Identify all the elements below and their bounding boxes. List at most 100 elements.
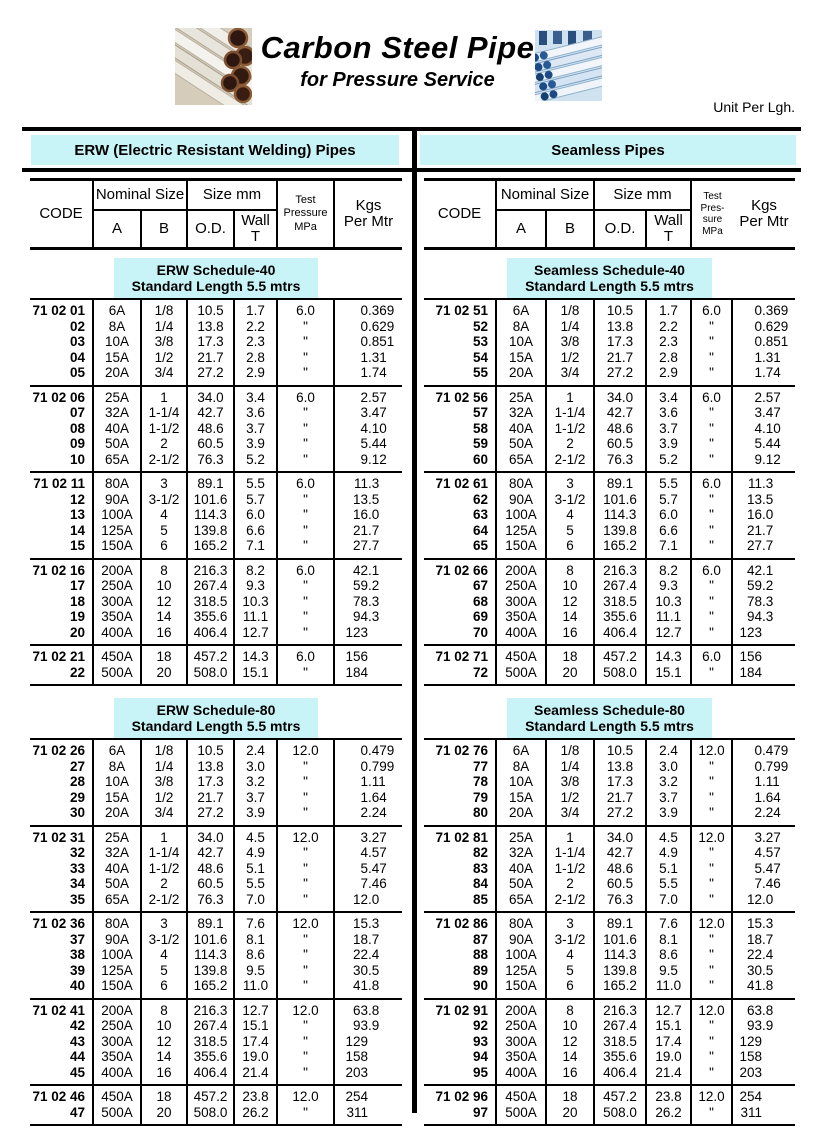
cell-od: 318.5 — [603, 593, 637, 609]
column-code: 71 02 56 57 58 59 60 — [424, 386, 497, 471]
kgs-int: 156 — [345, 649, 368, 664]
kgs-int: 123 — [345, 624, 368, 640]
cell-nominal-b: 4 — [160, 507, 168, 522]
kgs-frac: .7 — [368, 522, 380, 538]
cell-test-pressure: " — [709, 845, 714, 860]
cell-code: 69 — [472, 609, 488, 624]
cell-wall-t: 3.9 — [659, 805, 678, 820]
kgs-frac: .1 — [762, 562, 774, 578]
cell-nominal-a: 90A — [104, 491, 130, 507]
kgs-int: 0 — [360, 318, 368, 334]
data-block: 71 02 61 62 63 64 65 80A 90A 100A 125A 150A 3 3-1/2… — [424, 471, 795, 558]
cell-test-pressure: " — [709, 931, 714, 947]
cell-nominal-a: 15A — [104, 349, 130, 365]
cell-kgs-per-mtr: 1.74 — [335, 365, 402, 381]
cell-wall-t: 7.6 — [659, 916, 678, 931]
cell-nominal-b: 10 — [562, 1018, 578, 1033]
cell-test-pressure: " — [303, 891, 308, 907]
cell-kgs-per-mtr: 254 — [335, 1089, 402, 1105]
column-test-pressure: 6.0 " " " " — [692, 386, 733, 471]
kgs-int: 1 — [360, 365, 368, 380]
column-od: 10.5 13.8 17.3 21.7 27.2 — [188, 300, 235, 385]
cell-test-pressure: " — [303, 1018, 308, 1033]
cell-nominal-b: 1-1/2 — [148, 420, 180, 436]
cell-test-pressure: 12.0 — [698, 829, 725, 845]
kgs-int: 3 — [360, 405, 368, 420]
column-kgs-per-mtr: 42.1 59.2 78.3 94.3 123 — [733, 560, 795, 645]
column-wall-t: 12.7 15.1 17.4 19.0 21.4 — [235, 999, 278, 1084]
cell-wall-t: 23.8 — [655, 1089, 682, 1104]
column-nominal-a: 80A 90A 100A 125A 150A — [497, 473, 547, 558]
column-code: 71 02 66 67 68 69 70 — [424, 559, 497, 644]
column-nominal-a: 200A 250A 300A 350A 400A — [94, 559, 142, 644]
cell-od: 355.6 — [193, 609, 228, 624]
cell-kgs-per-mtr: 15.3 — [335, 916, 402, 932]
column-wall-t: 2.4 3.0 3.2 3.7 3.9 — [235, 740, 278, 825]
column-od: 34.0 42.7 48.6 60.5 76.3 — [595, 386, 647, 471]
kgs-frac: .47 — [368, 405, 387, 420]
column-test-pressure: 6.0 " " " " — [278, 386, 335, 471]
column-od: 10.5 13.8 17.3 21.7 27.2 — [595, 740, 647, 825]
cell-nominal-b: 5 — [160, 962, 168, 978]
kgs-frac: .44 — [762, 436, 781, 451]
kgs-int: 2 — [754, 389, 762, 405]
cell-test-pressure: " — [709, 860, 714, 876]
kgs-int: 9 — [754, 451, 762, 467]
column-wall-t: 5.5 5.7 6.0 6.6 7.1 — [235, 473, 278, 558]
kgs-int: 4 — [360, 420, 368, 436]
cell-code: 71 02 06 — [32, 389, 85, 405]
kgs-int: 15 — [746, 916, 762, 931]
column-od: 457.2 508.0 — [188, 1086, 235, 1124]
cell-code: 77 — [472, 758, 488, 774]
column-kgs-per-mtr: 2.57 3.47 4.10 5.44 9.12 — [733, 387, 795, 472]
cell-code: 37 — [69, 931, 85, 947]
cell-nominal-a: 10A — [508, 774, 534, 789]
cell-kgs-per-mtr: 0.851 — [733, 334, 795, 350]
cell-od: 21.7 — [197, 789, 224, 805]
cell-code: 87 — [472, 931, 488, 947]
cell-nominal-a: 150A — [505, 538, 537, 553]
column-kgs-per-mtr: 254 311 — [335, 1086, 402, 1124]
cell-test-pressure: 12.0 — [698, 1002, 725, 1018]
column-code: 71 02 91 92 93 94 95 — [424, 999, 497, 1084]
cell-nominal-a: 250A — [505, 578, 537, 593]
kgs-int: 1 — [754, 349, 762, 365]
kgs-frac: .479 — [762, 743, 789, 758]
cell-kgs-per-mtr: 311 — [733, 1105, 795, 1121]
kgs-int: 1 — [754, 365, 762, 380]
column-nominal-b: 8 10 12 14 16 — [142, 559, 188, 644]
kgs-int: 1 — [754, 789, 762, 805]
cell-kgs-per-mtr: 0.629 — [733, 319, 795, 335]
cell-nominal-a: 50A — [104, 876, 130, 891]
cell-nominal-b: 18 — [562, 1089, 578, 1104]
kgs-frac: .2 — [368, 578, 380, 593]
schedule-banner: ERW Schedule-80 Standard Length 5.5 mtrs — [113, 698, 319, 738]
cell-wall-t: 14.3 — [655, 649, 682, 664]
column-nominal-b: 1 1-1/4 1-1/2 2 2-1/2 — [547, 826, 595, 911]
seamless-banner: Seamless Pipes — [420, 135, 796, 165]
cell-wall-t: 5.5 — [246, 876, 265, 891]
kgs-frac: .7 — [368, 538, 380, 553]
kgs-int: 27 — [352, 538, 368, 553]
cell-nominal-b: 10 — [156, 1018, 172, 1033]
kgs-int: 0 — [360, 743, 368, 758]
column-nominal-a: 25A 32A 40A 50A 65A — [94, 386, 142, 471]
cell-code: 71 02 11 — [33, 476, 85, 491]
column-test-pressure: 12.0 " " " " — [278, 740, 335, 825]
cell-nominal-b: 12 — [562, 1033, 578, 1049]
cell-nominal-b: 3/8 — [154, 334, 174, 349]
cell-code: 35 — [69, 891, 85, 907]
cell-od: 318.5 — [603, 1033, 637, 1049]
cell-nominal-b: 4 — [566, 507, 574, 522]
column-nominal-a: 200A 250A 300A 350A 400A — [94, 999, 142, 1084]
data-blocks: 71 02 26 27 28 29 30 6A 8A 10A 15A 20A 1/8 1/4 3/8 1/… — [30, 738, 402, 1126]
cell-od: 13.8 — [197, 318, 224, 334]
cell-nominal-b: 16 — [156, 624, 172, 640]
kgs-int: 203 — [739, 1064, 762, 1080]
column-nominal-b: 1/8 1/4 3/8 1/2 3/4 — [547, 300, 595, 385]
cell-code: 88 — [472, 947, 488, 962]
cell-od: 267.4 — [603, 1018, 637, 1033]
column-code: 71 02 81 82 83 84 85 — [424, 826, 497, 911]
cell-wall-t: 3.7 — [246, 420, 265, 436]
cell-nominal-b: 4 — [160, 947, 168, 962]
